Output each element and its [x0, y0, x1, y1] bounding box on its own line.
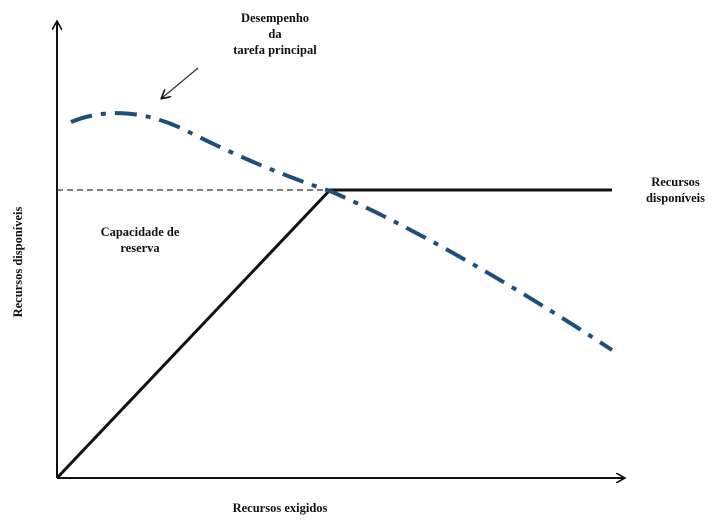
spare-capacity-line-2: reserva [120, 241, 160, 255]
performance-label-line-2: da [268, 27, 282, 41]
available-resources-line-1: Recursos [651, 175, 700, 189]
x-axis-title: Recursos exigidos [232, 501, 328, 515]
available-resources-label: Recursos disponíveis [630, 174, 721, 206]
performance-pointer-arrow [162, 67, 199, 98]
performance-curve [70, 111, 614, 352]
performance-label-line-3: tarefa principal [233, 43, 317, 57]
spare-capacity-label: Capacidade de reserva [80, 224, 200, 256]
available-resources-line-2: disponíveis [645, 191, 706, 205]
performance-label-line-1: Desempenho [240, 11, 310, 25]
performance-label: Desempenho da tarefa principal [205, 10, 345, 58]
y-axis-title: Recursos disponíveis [11, 206, 25, 318]
spare-capacity-line-1: Capacidade de [100, 225, 180, 239]
